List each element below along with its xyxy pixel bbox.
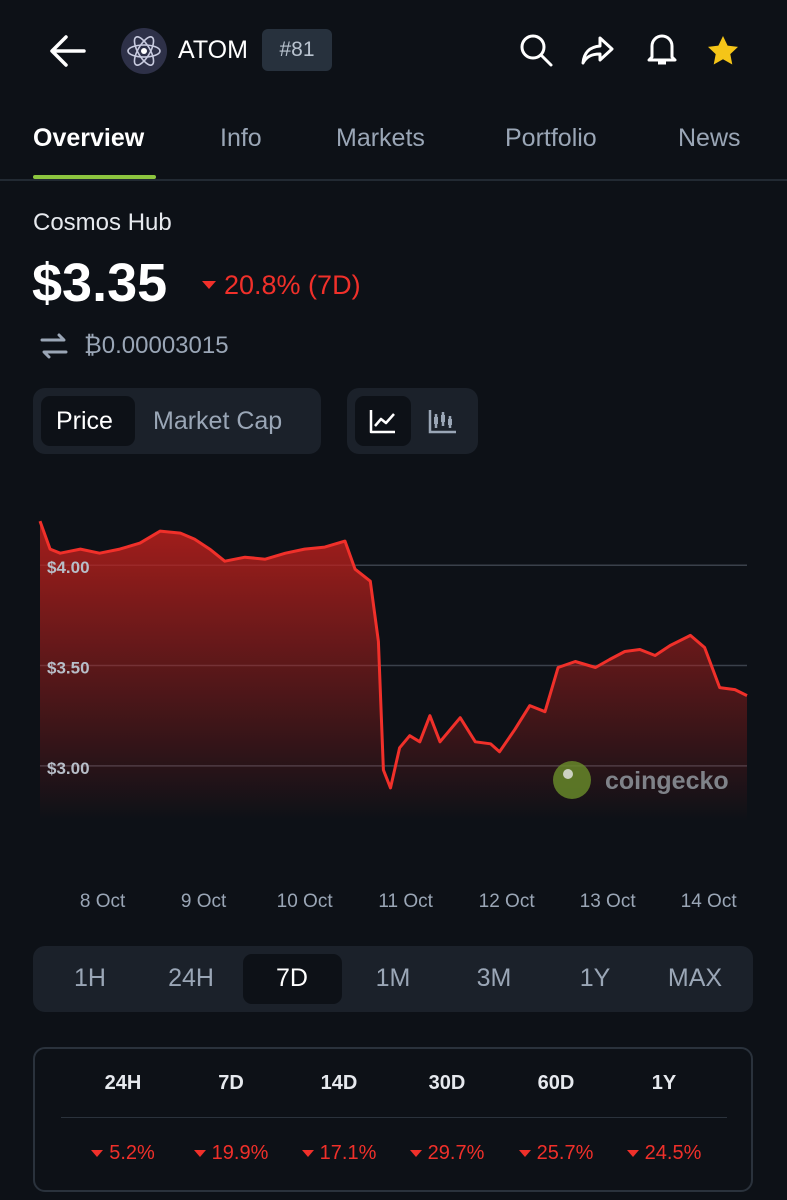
share-icon[interactable] [580, 32, 616, 68]
period-change: 25.7% [501, 1142, 611, 1165]
table-divider [61, 1117, 727, 1118]
range-option[interactable]: 1Y [579, 964, 611, 992]
range-option[interactable]: MAX [667, 964, 723, 992]
tab-divider [0, 179, 787, 181]
toggle-option[interactable]: Price [56, 407, 113, 435]
range-option[interactable]: 1H [74, 964, 106, 992]
coin-symbol: ATOM [178, 36, 248, 64]
price-chart: coingecko 8 Oct 9 Oct 10 Oct 11 Oct 12 Oct 13… [38, 520, 748, 912]
toggle-option[interactable]: Market Cap [153, 407, 283, 435]
tab[interactable]: Info [220, 124, 262, 152]
candle-chart-icon[interactable] [428, 408, 458, 434]
x-tick-label: 14 Oct [681, 891, 738, 912]
btc-price: ₿0.00003015 [84, 332, 229, 359]
swap-icon [40, 333, 68, 359]
tab[interactable]: Markets [336, 124, 425, 152]
period-change: 24.5% [609, 1142, 719, 1165]
range-option[interactable]: 1M [375, 964, 411, 992]
y-tick-label: $4.00 [47, 558, 90, 577]
back-button[interactable] [48, 34, 88, 68]
period-header: 1Y [651, 1072, 677, 1094]
period-header: 24H [104, 1072, 142, 1094]
x-tick-label: 10 Oct [277, 891, 334, 912]
rank-badge: #81 [262, 29, 332, 71]
range-option[interactable]: 7D [276, 964, 308, 992]
y-tick-label: $3.50 [47, 659, 90, 678]
range-selector [33, 946, 753, 1012]
range-selected [243, 954, 342, 1004]
x-tick-label: 12 Oct [479, 891, 536, 912]
down-arrow [202, 281, 216, 289]
x-tick-label: 8 Oct [80, 891, 126, 912]
tab[interactable]: Overview [33, 124, 145, 152]
period-header: 60D [537, 1072, 575, 1094]
period-change: 5.2% [68, 1142, 178, 1165]
line-chart-icon[interactable] [369, 408, 397, 434]
period-change: 17.1% [284, 1142, 394, 1165]
y-tick-label: $3.00 [47, 759, 90, 778]
price-line [38, 520, 748, 790]
coin-logo [121, 28, 167, 74]
tab-indicator [33, 175, 156, 179]
tab[interactable]: Portfolio [505, 124, 597, 152]
x-tick-label: 9 Oct [181, 891, 227, 912]
period-header: 7D [218, 1072, 244, 1094]
price: $3.35 [32, 253, 168, 313]
period-change: 29.7% [392, 1142, 502, 1165]
search-icon[interactable] [518, 32, 554, 68]
watermark-text: coingecko [605, 767, 729, 795]
range-option[interactable]: 24H [168, 964, 214, 992]
favorite-star[interactable] [706, 34, 740, 68]
coin-name: Cosmos Hub [33, 209, 172, 236]
watermark [553, 761, 591, 799]
tab[interactable]: News [678, 124, 741, 152]
toggle-selected [41, 396, 135, 446]
x-tick-label: 13 Oct [580, 891, 637, 912]
price-change: 20.8% (7D) [224, 270, 361, 300]
x-tick-label: 11 Oct [378, 891, 433, 912]
performance-table [33, 1047, 753, 1192]
period-change: 19.9% [176, 1142, 286, 1165]
period-header: 14D [320, 1072, 358, 1094]
price-area [40, 521, 747, 821]
bell-icon[interactable] [644, 30, 680, 68]
period-header: 30D [428, 1072, 466, 1094]
range-option[interactable]: 3M [476, 964, 512, 992]
